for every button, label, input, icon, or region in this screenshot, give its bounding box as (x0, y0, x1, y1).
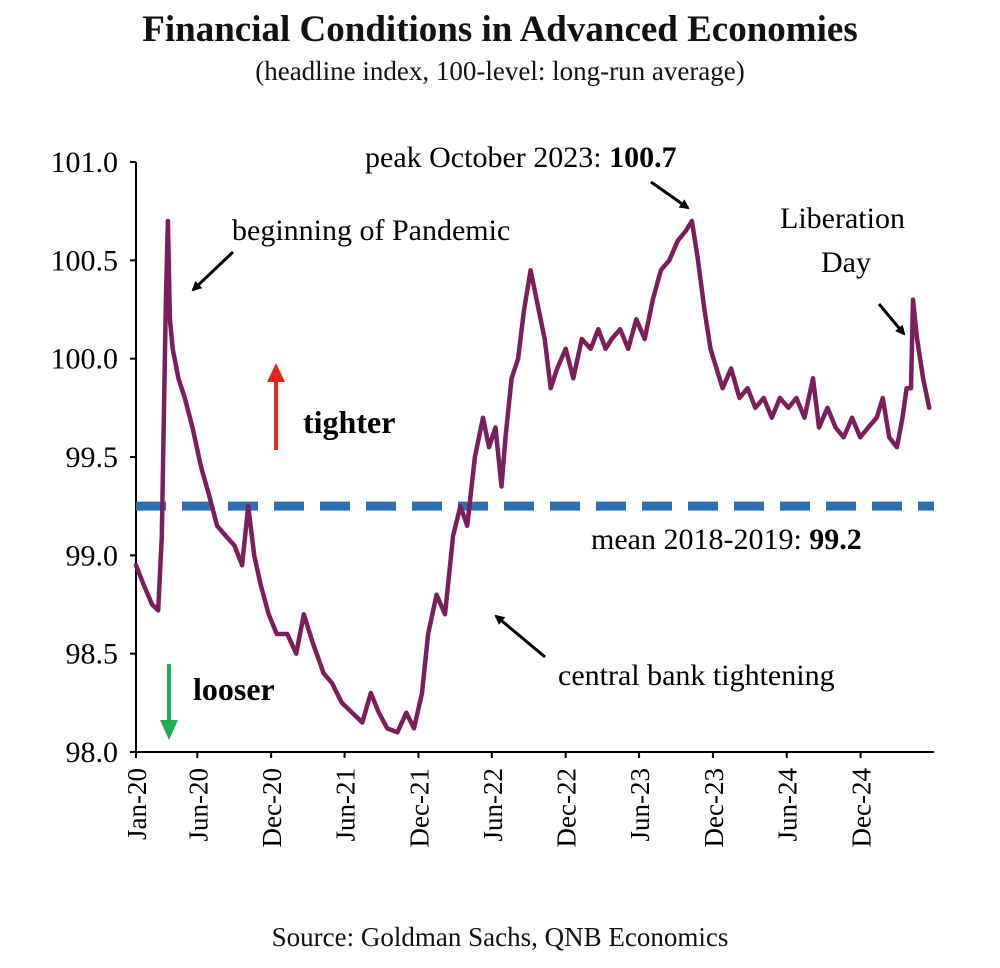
pandemic-arrow (191, 250, 235, 292)
chart-subtitle: (headline index, 100-level: long-run ave… (255, 56, 745, 86)
y-tick-label: 98.5 (66, 638, 119, 671)
tightening-arrow (494, 614, 546, 659)
y-tick-label: 101.0 (51, 146, 119, 179)
annotation-liberation-line2: Day (821, 246, 871, 279)
mean-label-value: 99.2 (809, 523, 862, 556)
chart-source: Source: Goldman Sachs, QNB Economics (271, 922, 729, 952)
x-tick-label: Dec-20 (257, 768, 287, 847)
annotation-liberation-line1: Liberation (780, 202, 905, 235)
liberation-arrow (877, 303, 906, 336)
peak-arrow (650, 180, 690, 210)
annotation-looser: looser (193, 671, 275, 707)
x-tick-label: Jun-22 (478, 768, 508, 842)
x-tick-label: Dec-23 (699, 768, 729, 847)
looser-arrow-head (160, 720, 178, 740)
x-tick-label: Jun-23 (625, 768, 655, 842)
annotation-peak: peak October 2023: 100.7 (365, 141, 677, 174)
x-tick-label: Dec-24 (847, 768, 877, 848)
annotation-tighter: tighter (303, 404, 395, 440)
y-tick-label: 99.0 (66, 539, 119, 572)
x-tick-label: Dec-22 (552, 768, 582, 847)
x-tick-label: Jun-24 (773, 768, 803, 842)
y-tick-label: 100.5 (51, 244, 119, 277)
x-tick-label: Jan-20 (122, 768, 152, 840)
annotation-peak-value: 100.7 (609, 141, 677, 174)
mean-label-prefix: mean 2018-2019: (591, 523, 809, 556)
annotation-peak-prefix: peak October 2023: (365, 141, 609, 174)
annotation-tightening: central bank tightening (558, 659, 835, 692)
chart-title: Financial Conditions in Advanced Economi… (142, 9, 858, 50)
mean-label: mean 2018-2019: 99.2 (591, 523, 862, 556)
series-line (133, 218, 932, 735)
x-tick-label: Dec-21 (404, 768, 434, 847)
tighter-arrow-head (267, 363, 285, 382)
x-tick-label: Jun-21 (331, 768, 361, 842)
y-tick-label: 99.5 (66, 441, 119, 474)
x-tick-label: Jun-20 (183, 768, 213, 842)
annotation-pandemic: beginning of Pandemic (232, 214, 510, 247)
y-tick-label: 98.0 (66, 736, 119, 769)
y-tick-label: 100.0 (51, 343, 119, 376)
